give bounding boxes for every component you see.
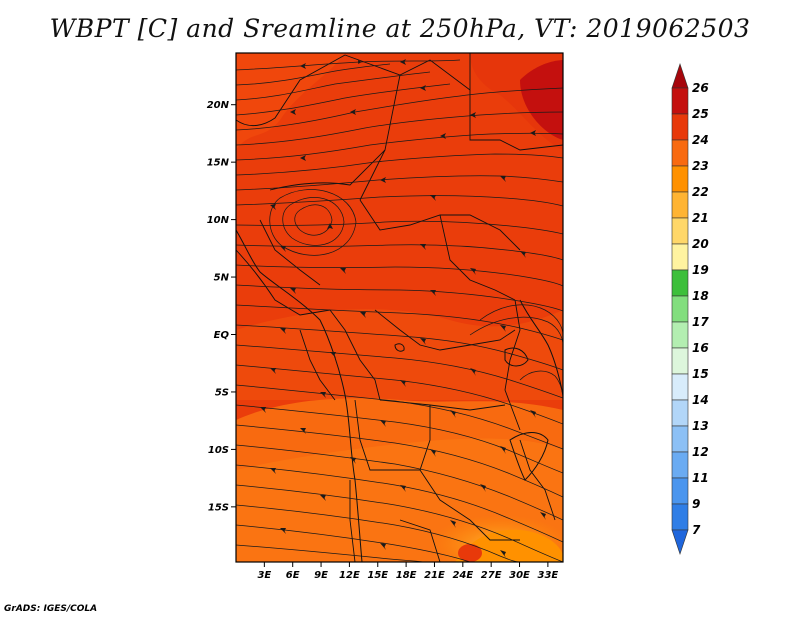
colorbar-min-arrow xyxy=(671,529,689,555)
chart-title: WBPT [C] and Sreamline at 250hPa, VT: 20… xyxy=(49,14,751,43)
colorbar-max-arrow xyxy=(671,63,689,89)
colorbar-label: 14 xyxy=(692,393,709,407)
lon-label: 18E xyxy=(396,570,417,581)
streamlines xyxy=(236,59,563,562)
colorbar-label: 11 xyxy=(692,471,709,485)
colorbar-label: 13 xyxy=(692,419,709,433)
colorbar-bin xyxy=(671,321,689,349)
colorbar-label: 18 xyxy=(692,289,709,303)
colorbar-label: 22 xyxy=(692,185,709,199)
streamline-arrows xyxy=(260,59,546,558)
colorbar-bin xyxy=(671,139,689,167)
colorbar-bin xyxy=(671,113,689,141)
colorbar-label: 25 xyxy=(692,107,709,121)
colorbar-label: 7 xyxy=(692,523,701,537)
colorbar-bin xyxy=(671,347,689,375)
map-frame xyxy=(235,52,564,563)
lat-label: 5S xyxy=(215,387,229,398)
colorbar-bin xyxy=(671,425,689,453)
colorbar-bin xyxy=(671,399,689,427)
colorbar-label: 26 xyxy=(692,81,709,95)
lon-label: 21E xyxy=(424,570,445,581)
lat-label: 15N xyxy=(207,158,230,169)
colorbar-bin xyxy=(671,87,689,115)
colorbar-bin xyxy=(671,295,689,323)
colorbar-bin xyxy=(671,165,689,193)
colorbar-label: 23 xyxy=(692,159,709,173)
lat-label: EQ xyxy=(214,330,230,341)
colorbar-label: 21 xyxy=(692,211,709,225)
colorbar: 7 9 11 12 13 14 15 16 17 18 19 20 21 22 23 24 25 26 xyxy=(671,63,709,555)
lon-label: 6E xyxy=(286,570,300,581)
colorbar-label: 12 xyxy=(692,445,709,459)
temperature-fill xyxy=(236,53,563,562)
colorbar-bin xyxy=(671,451,689,479)
colorbar-bin xyxy=(671,503,689,531)
lon-label: 33E xyxy=(538,570,559,581)
lon-label: 24E xyxy=(452,570,473,581)
colorbar-bin xyxy=(671,477,689,505)
lat-label: 5N xyxy=(214,273,230,284)
lon-label: 12E xyxy=(339,570,360,581)
colorbar-label: 15 xyxy=(692,367,709,381)
colorbar-bin xyxy=(671,217,689,245)
colorbar-bin xyxy=(671,243,689,271)
lon-label: 3E xyxy=(257,570,271,581)
lat-label: 10S xyxy=(208,445,229,456)
lon-label: 15E xyxy=(367,570,388,581)
longitude-axis: 3E 6E 9E 12E 15E 18E 21E 24E 27E 30E 33E xyxy=(257,562,558,581)
lat-label: 15S xyxy=(208,502,229,513)
lon-label: 30E xyxy=(509,570,530,581)
lat-label: 20N xyxy=(207,100,230,111)
colorbar-label: 16 xyxy=(692,341,709,355)
lat-label: 10N xyxy=(207,215,230,226)
colorbar-bin xyxy=(671,373,689,401)
colorbar-label: 20 xyxy=(692,237,709,251)
colorbar-bin xyxy=(671,269,689,297)
colorbar-label: 24 xyxy=(692,133,709,147)
coastlines xyxy=(236,229,563,562)
colorbar-label: 17 xyxy=(692,315,709,329)
latitude-axis: 20N 15N 10N 5N EQ 5S 10S 15S xyxy=(207,100,236,513)
credit-label: GrADS: IGES/COLA xyxy=(4,604,98,614)
colorbar-bin xyxy=(671,191,689,219)
lon-label: 27E xyxy=(481,570,502,581)
colorbar-label: 19 xyxy=(692,263,709,277)
colorbar-label: 9 xyxy=(692,497,700,511)
lon-label: 9E xyxy=(314,570,328,581)
